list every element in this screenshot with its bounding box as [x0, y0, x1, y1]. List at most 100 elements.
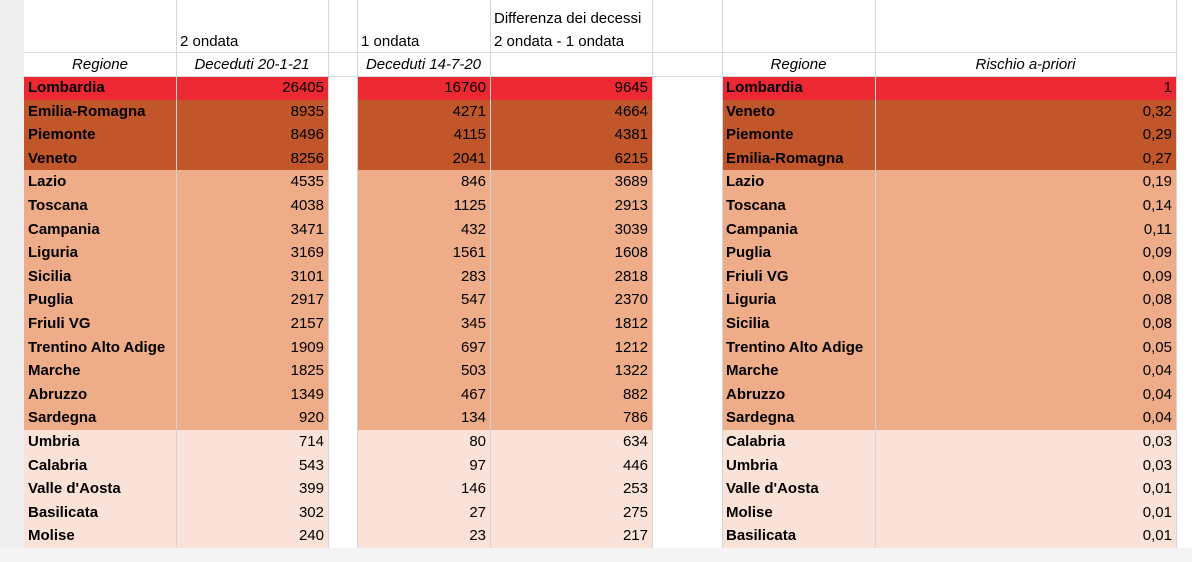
region-cell: Marche	[722, 359, 875, 384]
grid-hline	[24, 76, 1176, 77]
region-cell: Marche	[24, 359, 176, 384]
diff-deaths-cell: 1322	[490, 359, 652, 384]
wave2-deaths-cell: 1825	[176, 359, 328, 384]
diff-deaths-cell: 634	[490, 430, 652, 455]
header-wave1-deceduti: Deceduti 14-7-20	[365, 56, 482, 73]
wave1-deaths-cell: 146	[357, 477, 490, 502]
wave2-deaths-cell: 3101	[176, 264, 328, 289]
wave1-deaths-cell: 27	[357, 500, 490, 525]
wave2-deaths-cell: 2157	[176, 312, 328, 337]
region-cell: Friuli VG	[722, 264, 875, 289]
diff-deaths-cell: 217	[490, 524, 652, 549]
region-cell: Sardegna	[24, 406, 176, 431]
wave1-deaths-cell: 1561	[357, 241, 490, 266]
wave2-deaths-cell: 302	[176, 500, 328, 525]
wave1-deaths-cell: 80	[357, 430, 490, 455]
wave1-deaths-cell: 4115	[357, 123, 490, 148]
diff-deaths-cell: 3039	[490, 217, 652, 242]
wave1-deaths-cell: 503	[357, 359, 490, 384]
region-cell: Liguria	[24, 241, 176, 266]
region-cell: Piemonte	[24, 123, 176, 148]
diff-deaths-cell: 253	[490, 477, 652, 502]
region-cell: Veneto	[24, 146, 176, 171]
risk-cell: 0,14	[875, 194, 1176, 219]
diff-deaths-cell: 9645	[490, 76, 652, 101]
diff-deaths-cell: 786	[490, 406, 652, 431]
region-cell: Emilia-Romagna	[722, 146, 875, 171]
risk-cell: 0,19	[875, 170, 1176, 195]
region-cell: Lombardia	[722, 76, 875, 101]
header-wave2-title: 2 ondata	[180, 33, 239, 50]
risk-cell: 0,08	[875, 288, 1176, 313]
region-cell: Piemonte	[722, 123, 875, 148]
region-cell: Valle d'Aosta	[722, 477, 875, 502]
risk-cell: 0,01	[875, 500, 1176, 525]
diff-deaths-cell: 1212	[490, 335, 652, 360]
wave1-deaths-cell: 97	[357, 453, 490, 478]
risk-cell: 0,04	[875, 382, 1176, 407]
wave2-deaths-cell: 399	[176, 477, 328, 502]
wave2-deaths-cell: 8496	[176, 123, 328, 148]
region-cell: Umbria	[722, 453, 875, 478]
region-cell: Toscana	[24, 194, 176, 219]
diff-deaths-cell: 2818	[490, 264, 652, 289]
region-cell: Trentino Alto Adige	[722, 335, 875, 360]
grid-vline	[652, 0, 653, 548]
wave1-deaths-cell: 2041	[357, 146, 490, 171]
header-diff-line2: 2 ondata - 1 ondata	[494, 33, 625, 50]
region-cell: Calabria	[722, 430, 875, 455]
diff-deaths-cell: 275	[490, 500, 652, 525]
region-cell: Veneto	[722, 99, 875, 124]
diff-deaths-cell: 6215	[490, 146, 652, 171]
region-cell: Valle d'Aosta	[24, 477, 176, 502]
header-wave1-title: 1 ondata	[361, 33, 420, 50]
region-cell: Abruzzo	[24, 382, 176, 407]
diff-deaths-cell: 4381	[490, 123, 652, 148]
wave2-deaths-cell: 4038	[176, 194, 328, 219]
risk-cell: 0,11	[875, 217, 1176, 242]
region-cell: Abruzzo	[722, 382, 875, 407]
wave2-deaths-cell: 920	[176, 406, 328, 431]
risk-cell: 0,09	[875, 241, 1176, 266]
wave1-deaths-cell: 697	[357, 335, 490, 360]
header-diff-line1: Differenza dei decessi	[494, 10, 642, 27]
region-cell: Campania	[24, 217, 176, 242]
region-cell: Calabria	[24, 453, 176, 478]
region-cell: Puglia	[722, 241, 875, 266]
header-rischio: Rischio a-priori	[975, 56, 1076, 73]
risk-cell: 0,01	[875, 524, 1176, 549]
wave1-deaths-cell: 345	[357, 312, 490, 337]
region-cell: Basilicata	[24, 500, 176, 525]
diff-deaths-cell: 3689	[490, 170, 652, 195]
region-cell: Friuli VG	[24, 312, 176, 337]
diff-deaths-cell: 1812	[490, 312, 652, 337]
diff-deaths-cell: 2913	[490, 194, 652, 219]
risk-cell: 0,32	[875, 99, 1176, 124]
diff-deaths-cell: 446	[490, 453, 652, 478]
grid-vline	[328, 0, 329, 548]
wave1-deaths-cell: 467	[357, 382, 490, 407]
risk-cell: 0,01	[875, 477, 1176, 502]
risk-cell: 1	[875, 76, 1176, 101]
wave2-deaths-cell: 8256	[176, 146, 328, 171]
region-cell: Lazio	[24, 170, 176, 195]
wave1-deaths-cell: 23	[357, 524, 490, 549]
sheet-bottom-strip	[0, 548, 1192, 562]
region-cell: Puglia	[24, 288, 176, 313]
grid-vline	[1176, 0, 1177, 548]
risk-cell: 0,04	[875, 406, 1176, 431]
wave2-deaths-cell: 2917	[176, 288, 328, 313]
wave2-deaths-cell: 543	[176, 453, 328, 478]
risk-cell: 0,03	[875, 430, 1176, 455]
diff-deaths-cell: 4664	[490, 99, 652, 124]
grid-hline	[24, 52, 1176, 53]
region-cell: Molise	[24, 524, 176, 549]
wave1-deaths-cell: 16760	[357, 76, 490, 101]
grid-vline	[722, 0, 723, 548]
region-cell: Trentino Alto Adige	[24, 335, 176, 360]
risk-cell: 0,09	[875, 264, 1176, 289]
grid-vline	[490, 0, 491, 548]
region-cell: Toscana	[722, 194, 875, 219]
wave2-deaths-cell: 8935	[176, 99, 328, 124]
